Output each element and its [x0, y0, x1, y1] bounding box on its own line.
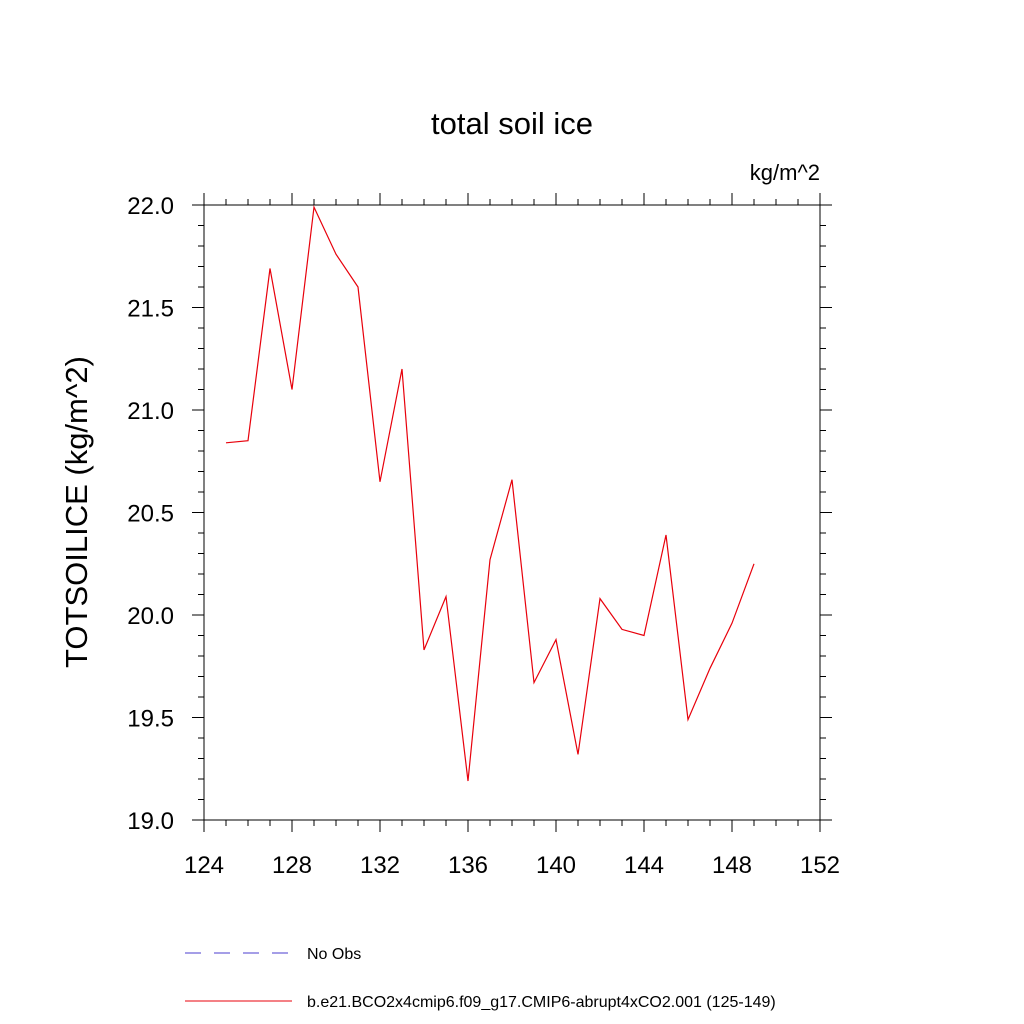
x-tick-label: 124	[184, 852, 224, 879]
y-tick-label: 21.5	[127, 296, 174, 323]
x-tick-label: 136	[448, 852, 488, 879]
x-tick-label: 144	[624, 852, 664, 879]
legend: No Obs b.e21.BCO2x4cmip6.f09_g17.CMIP6-a…	[185, 946, 776, 1011]
y-tick-label: 22.0	[127, 193, 174, 220]
plot-frame	[203, 204, 821, 821]
x-tick-label: 148	[712, 852, 752, 879]
x-tick-label: 152	[800, 852, 840, 879]
legend-label-no-obs: No Obs	[307, 946, 361, 963]
y-tick-label: 20.0	[127, 603, 174, 630]
x-tick-label: 132	[360, 852, 400, 879]
x-tick-label: 140	[536, 852, 576, 879]
axis-ticks	[192, 193, 832, 832]
chart-title: total soil ice	[431, 106, 593, 141]
legend-label-model-run: b.e21.BCO2x4cmip6.f09_g17.CMIP6-abrupt4x…	[307, 994, 776, 1011]
units-label: kg/m^2	[750, 160, 820, 185]
series-layer	[225, 204, 755, 782]
y-tick-label: 21.0	[127, 398, 174, 425]
y-tick-label: 20.5	[127, 501, 174, 528]
y-tick-label: 19.0	[127, 808, 174, 835]
x-tick-labels: 124 128 132 136 140 144 148 152	[184, 852, 840, 879]
y-tick-label: 19.5	[127, 706, 174, 733]
y-tick-labels: 19.0 19.5 20.0 20.5 21.0 21.5 22.0	[127, 193, 174, 835]
series-line-1	[225, 204, 755, 782]
x-tick-label: 128	[272, 852, 312, 879]
y-axis-label: TOTSOILICE (kg/m^2)	[59, 356, 94, 668]
